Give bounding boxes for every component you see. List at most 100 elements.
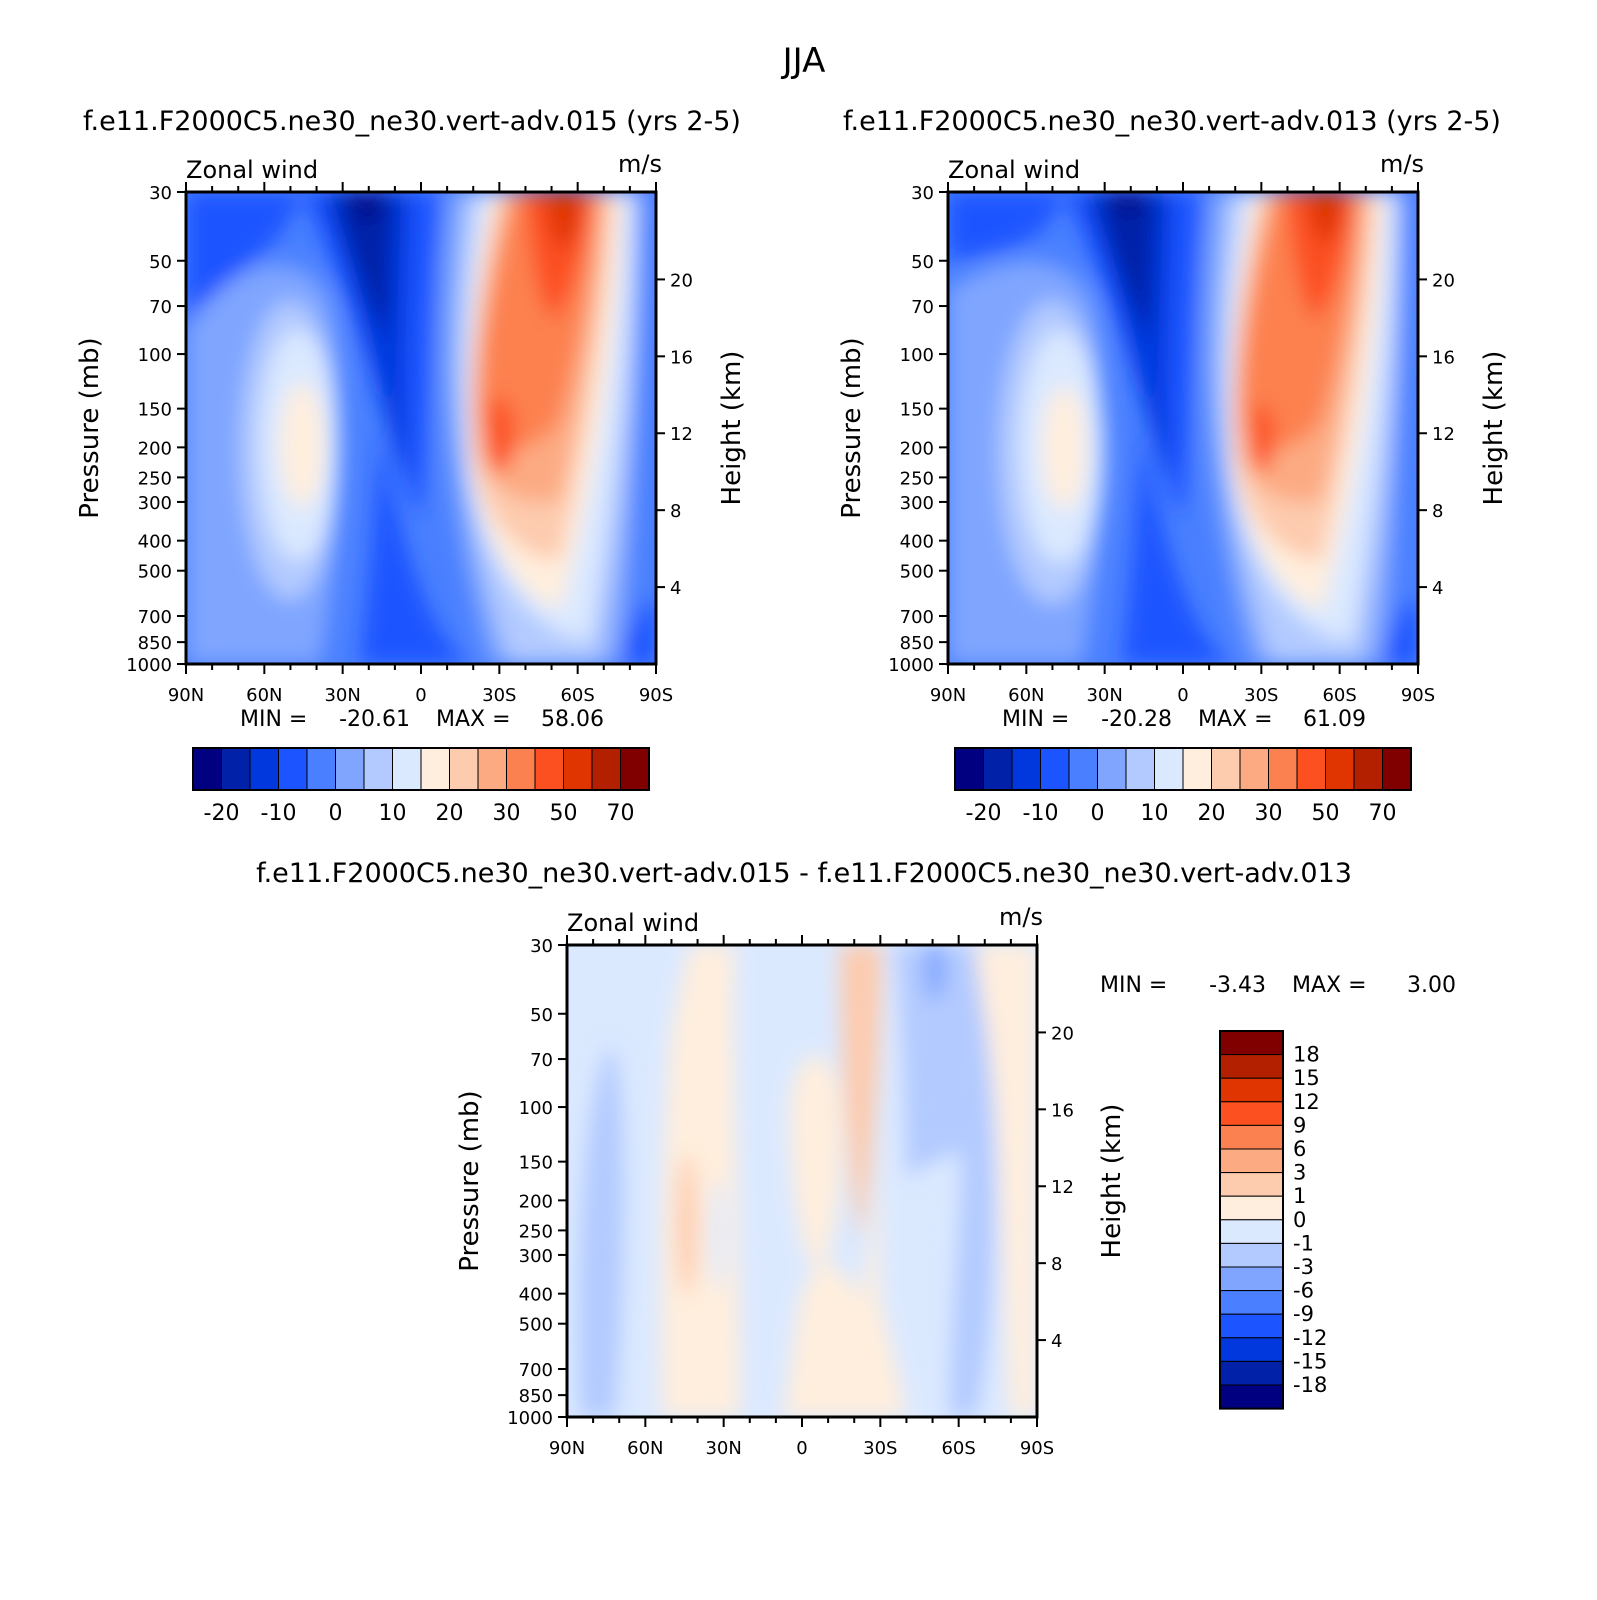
colorbar-box (192, 747, 222, 791)
colorbar-box (1219, 1242, 1284, 1268)
x-tick-label: 90S (1020, 1438, 1054, 1459)
panel-2-title: f.e11.F2000C5.ne30_ne30.vert-adv.013 (yr… (843, 106, 1501, 137)
colorbar-box (1011, 747, 1041, 791)
x-tick-label: 90N (168, 685, 204, 706)
y2-tick-label: 4 (1051, 1331, 1062, 1352)
panel-2-y2label: Height (km) (1479, 351, 1509, 506)
colorbar-frame (1219, 1030, 1284, 1410)
colorbar-frame (192, 747, 650, 791)
colorbar-label: 0 (1293, 1208, 1306, 1232)
colorbar-box (1219, 1054, 1284, 1079)
colorbar-box (1268, 747, 1298, 791)
panel-3-min-label: MIN = (1100, 973, 1167, 998)
panel-2-max-label: MAX = (1198, 707, 1273, 732)
colorbar-box (392, 747, 422, 791)
y-tick-label: 70 (530, 1050, 553, 1071)
colorbar-label: 50 (550, 801, 578, 826)
colorbar-label: -1 (1293, 1231, 1314, 1255)
panel-3-title: f.e11.F2000C5.ne30_ne30.vert-adv.015 - f… (256, 858, 1352, 889)
colorbar-box (335, 747, 365, 791)
x-tick-label: 30S (1244, 685, 1278, 706)
colorbar-label: 10 (1141, 801, 1169, 826)
panel-2-left-string: Zonal wind (948, 156, 1080, 184)
y-tick-label: 500 (519, 1315, 553, 1336)
panel-2-right-string: m/s (1380, 150, 1424, 178)
y-tick-label: 1000 (888, 655, 934, 676)
colorbar-box (1219, 1313, 1284, 1339)
y-tick-label: 100 (519, 1098, 553, 1119)
colorbar-box (1219, 1195, 1284, 1221)
x-tick-label: 60N (1008, 685, 1044, 706)
colorbar-label: -20 (966, 801, 1002, 826)
y2-tick-label: 16 (670, 347, 693, 368)
y-tick-label: 200 (519, 1191, 553, 1212)
colorbar-box (1219, 1360, 1284, 1386)
colorbar-box (1219, 1219, 1284, 1244)
colorbar-box (1219, 1337, 1284, 1362)
colorbar-box (1219, 1172, 1284, 1197)
panel-2-ylabel: Pressure (mb) (837, 337, 867, 518)
y-tick-label: 500 (138, 562, 172, 583)
x-tick-label: 90N (549, 1438, 585, 1459)
y-tick-label: 700 (519, 1360, 553, 1381)
panel-1-right-string: m/s (618, 150, 662, 178)
colorbar-box (1219, 1148, 1284, 1174)
panel-3-field (567, 945, 1037, 1417)
colorbar-label: 3 (1293, 1161, 1306, 1185)
y-tick-label: 250 (138, 468, 172, 489)
y-tick-label: 400 (519, 1285, 553, 1306)
y-tick-label: 400 (900, 532, 934, 553)
colorbar-label: -6 (1293, 1279, 1314, 1303)
panel-1-ylabel: Pressure (mb) (75, 337, 105, 518)
colorbar-label: 1 (1293, 1184, 1306, 1208)
colorbar-box (1219, 1290, 1284, 1315)
panel-1-max-label: MAX = (436, 707, 511, 732)
colorbar-box (1219, 1030, 1284, 1056)
y2-tick-label: 4 (1432, 578, 1443, 599)
colorbar-label: 10 (379, 801, 407, 826)
colorbar-box (221, 747, 251, 791)
panel-1-y2label: Height (km) (717, 351, 747, 506)
colorbar-box (449, 747, 479, 791)
colorbar-label: 18 (1293, 1043, 1320, 1067)
colorbar-box (477, 747, 507, 791)
y-tick-label: 500 (900, 562, 934, 583)
y-tick-label: 850 (900, 633, 934, 654)
y-tick-label: 30 (530, 936, 553, 957)
panel-2-colorbar: -20 -10 0 10 20 30 50 70 (954, 747, 1412, 826)
colorbar-box (1353, 747, 1383, 791)
colorbar-box (1097, 747, 1127, 791)
panel-3-min-value: -3.43 (1209, 973, 1266, 998)
y-tick-label: 400 (138, 532, 172, 553)
y-tick-label: 50 (530, 1005, 553, 1026)
panel-3-max-value: 3.00 (1407, 973, 1456, 998)
colorbar-label: 30 (1255, 801, 1283, 826)
x-tick-label: 0 (1177, 685, 1188, 706)
x-tick-label: 60N (627, 1438, 663, 1459)
colorbar-box (1296, 747, 1326, 791)
colorbar-box (1125, 747, 1155, 791)
panel-3-y2label: Height (km) (1097, 1104, 1127, 1259)
colorbar-label: -12 (1293, 1326, 1327, 1350)
y2-tick-label: 8 (1432, 501, 1443, 522)
x-tick-label: 0 (796, 1438, 807, 1459)
y2-tick-label: 20 (1051, 1023, 1074, 1044)
colorbar-label: 6 (1293, 1137, 1306, 1161)
colorbar-box (1182, 747, 1212, 791)
y2-tick-label: 20 (1432, 270, 1455, 291)
y2-tick-label: 12 (670, 424, 693, 445)
colorbar-label: 0 (329, 801, 343, 826)
colorbar-box (1239, 747, 1269, 791)
panel-3-max-label: MAX = (1292, 973, 1367, 998)
x-tick-label: 90S (639, 685, 673, 706)
y-tick-label: 300 (900, 493, 934, 514)
y-tick-label: 70 (149, 297, 172, 318)
x-tick-label: 30N (705, 1438, 741, 1459)
colorbar-box (420, 747, 450, 791)
y-tick-label: 700 (138, 607, 172, 628)
colorbar-box (1219, 1077, 1284, 1103)
y-tick-label: 100 (900, 345, 934, 366)
panel-1-max-value: 58.06 (541, 707, 604, 732)
colorbar-box (1325, 747, 1355, 791)
x-tick-label: 60S (560, 685, 594, 706)
